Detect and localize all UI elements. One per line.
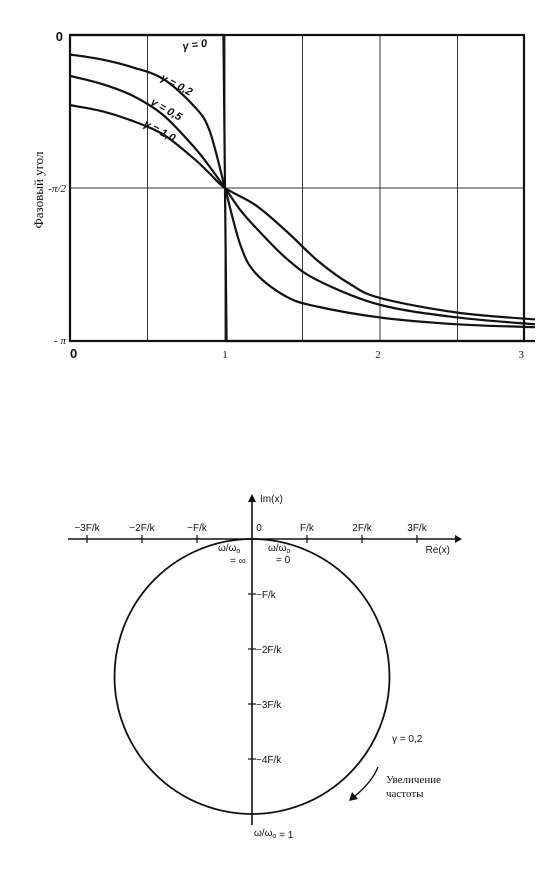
x-tick-label: 0 — [256, 523, 262, 534]
phase-series-1 — [69, 53, 536, 329]
nyquist-ticks: −3F/k −2F/k −F/k 0 F/k 2F/k 3F/k −F/k −2F/k −3F/k… — [74, 523, 427, 766]
x-tick-label: F/k — [300, 523, 315, 534]
x-tick-label: 2 — [375, 349, 381, 361]
series-label-2: γ = 0,5 — [149, 96, 185, 124]
svg-text:ω/ωo: ω/ωo — [268, 543, 290, 555]
re-axis-label: Re(x) — [426, 545, 450, 556]
label-omega-zero: ω/ωo = 0 — [268, 543, 291, 566]
gamma-label: γ = 0,2 — [392, 734, 423, 745]
phase-curves — [69, 33, 536, 343]
svg-text:ω/ωo: ω/ωo — [218, 543, 240, 555]
phase-tick-labels: 0 1 2 3 0 -π/2 - π — [48, 29, 524, 361]
x-tick-label: −3F/k — [74, 523, 100, 534]
direction-arrow-head — [349, 792, 358, 801]
phase-y-axis-label: Фазовый угол — [31, 151, 46, 229]
phase-grid — [70, 35, 524, 341]
label-omega-infinity: ω/ωo = ∞ — [218, 543, 246, 567]
x-tick-label: 0 — [70, 346, 77, 361]
phase-chart: 0 1 2 30-π/2- π γ = 0γ = 0,2γ = 0,5γ = 1,0 … — [31, 29, 536, 361]
y-tick-label: −3F/k — [256, 700, 282, 711]
direction-arrow — [354, 766, 379, 797]
x-tick-label: −F/k — [187, 523, 208, 534]
y-tick-label: 0 — [56, 29, 63, 44]
series-label-0: γ = 0 — [182, 38, 209, 53]
svg-text:= ∞: = ∞ — [230, 556, 246, 567]
x-tick-label: 1 — [222, 349, 228, 361]
series-label-1: γ = 0,2 — [159, 72, 195, 99]
y-tick-label: −F/k — [256, 590, 277, 601]
label-omega-one: ω/ωo = 1 — [254, 828, 294, 841]
nyquist-chart: −3F/k −2F/k −F/k 0 F/k 2F/k 3F/k −F/k −2F/k −3F/k… — [68, 494, 462, 841]
im-axis-label: Im(x) — [260, 494, 283, 505]
phase-series-2 — [69, 74, 536, 326]
y-tick-label: - π — [54, 335, 66, 347]
svg-text:= 0: = 0 — [276, 555, 291, 566]
direction-label-line2: частоты — [386, 788, 424, 800]
y-tick-label: −2F/k — [256, 645, 282, 656]
svg-text:ω/ωo = 1: ω/ωo = 1 — [254, 828, 294, 841]
x-tick-label: 3F/k — [407, 523, 427, 534]
nyquist-circle-series — [113, 538, 391, 815]
phase-series-3 — [69, 104, 536, 321]
y-tick-label: -π/2 — [48, 183, 66, 195]
im-axis-arrow — [248, 494, 256, 502]
x-tick-label: 2F/k — [352, 523, 372, 534]
direction-label-line1: Увеличение — [386, 774, 441, 786]
x-tick-label: −2F/k — [129, 523, 155, 534]
y-tick-label: −4F/k — [256, 755, 282, 766]
x-tick-label: 3 — [519, 349, 525, 361]
phase-curve-labels: γ = 0γ = 0,2γ = 0,5γ = 1,0 — [142, 38, 209, 145]
re-axis-arrow — [455, 535, 462, 543]
